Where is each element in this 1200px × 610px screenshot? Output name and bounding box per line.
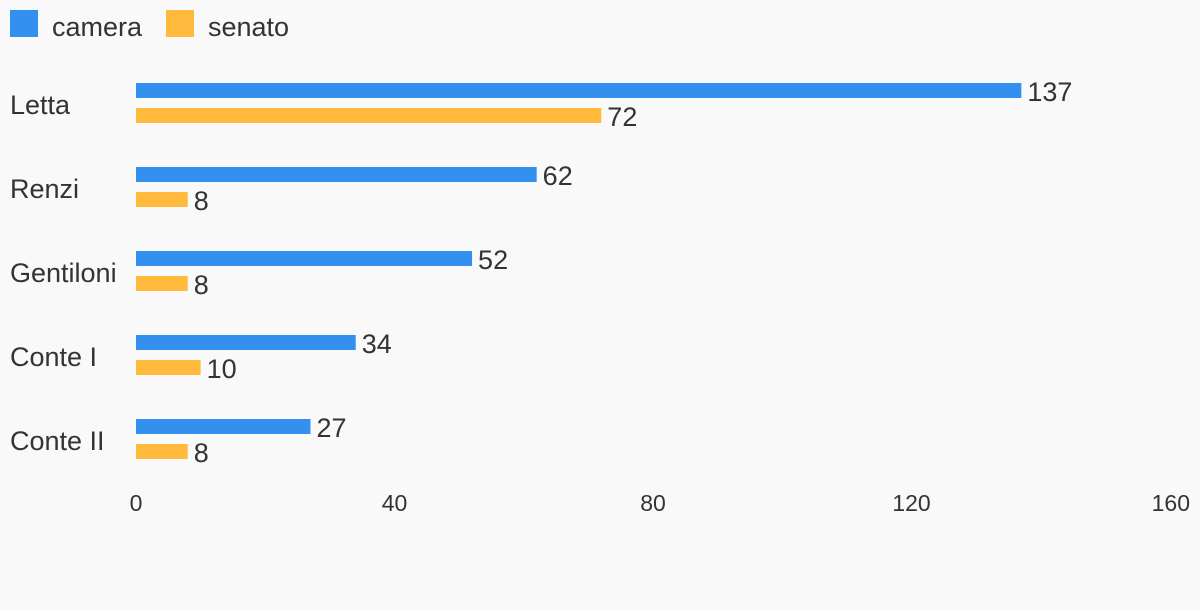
category-label-conte-i: Conte I <box>10 342 97 372</box>
bar-camera-gentiloni <box>136 251 473 266</box>
value-label-camera-gentiloni: 52 <box>478 245 508 275</box>
category-label-gentiloni: Gentiloni <box>10 258 117 288</box>
x-tick-label-40: 40 <box>382 490 408 516</box>
bar-senato-letta <box>136 108 602 123</box>
bar-camera-conte-i <box>136 335 356 350</box>
value-label-camera-letta: 137 <box>1027 77 1072 107</box>
legend-swatch-camera <box>10 10 38 37</box>
category-labels: Letta Renzi Gentiloni Conte I Conte II <box>10 90 117 456</box>
x-tick-label-160: 160 <box>1152 490 1190 516</box>
category-label-conte-ii: Conte II <box>10 426 105 456</box>
value-label-senato-conte-ii: 8 <box>194 438 209 468</box>
value-label-senato-renzi: 8 <box>194 186 209 216</box>
value-label-camera-conte-ii: 27 <box>316 413 346 443</box>
value-label-senato-conte-i: 10 <box>207 354 237 384</box>
x-tick-label-80: 80 <box>640 490 666 516</box>
x-tick-label-120: 120 <box>892 490 930 516</box>
x-tick-label-0: 0 <box>130 490 143 516</box>
category-label-letta: Letta <box>10 90 71 120</box>
value-labels: 137 72 62 8 52 8 34 10 27 8 <box>194 77 1073 468</box>
legend-label-senato: senato <box>208 12 289 42</box>
bar-senato-conte-i <box>136 360 201 375</box>
x-axis: 0 40 80 120 160 <box>130 490 1190 516</box>
legend-label-camera: camera <box>52 12 143 42</box>
bar-senato-gentiloni <box>136 276 188 291</box>
value-label-camera-renzi: 62 <box>543 161 573 191</box>
legend: camera senato <box>10 10 289 42</box>
bar-senato-conte-ii <box>136 444 188 459</box>
bar-camera-letta <box>136 83 1022 98</box>
bar-camera-conte-ii <box>136 419 311 434</box>
bar-senato-renzi <box>136 192 188 207</box>
category-label-renzi: Renzi <box>10 174 79 204</box>
bars <box>136 83 1022 459</box>
bar-camera-renzi <box>136 167 537 182</box>
value-label-senato-letta: 72 <box>607 102 637 132</box>
value-label-camera-conte-i: 34 <box>362 329 392 359</box>
value-label-senato-gentiloni: 8 <box>194 270 209 300</box>
legend-swatch-senato <box>166 10 194 37</box>
